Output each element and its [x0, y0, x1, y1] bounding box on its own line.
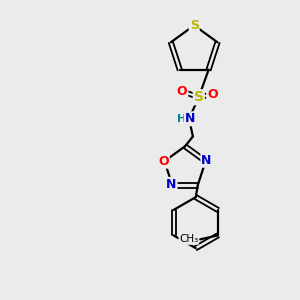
Text: N: N [166, 178, 176, 191]
Text: S: S [194, 90, 204, 104]
Text: O: O [177, 85, 188, 98]
Text: S: S [190, 19, 199, 32]
Text: CH₃: CH₃ [179, 234, 198, 244]
Text: O: O [158, 155, 169, 168]
Text: N: N [201, 154, 212, 167]
Text: N: N [185, 112, 195, 125]
Text: H: H [178, 114, 187, 124]
Text: O: O [207, 88, 218, 101]
